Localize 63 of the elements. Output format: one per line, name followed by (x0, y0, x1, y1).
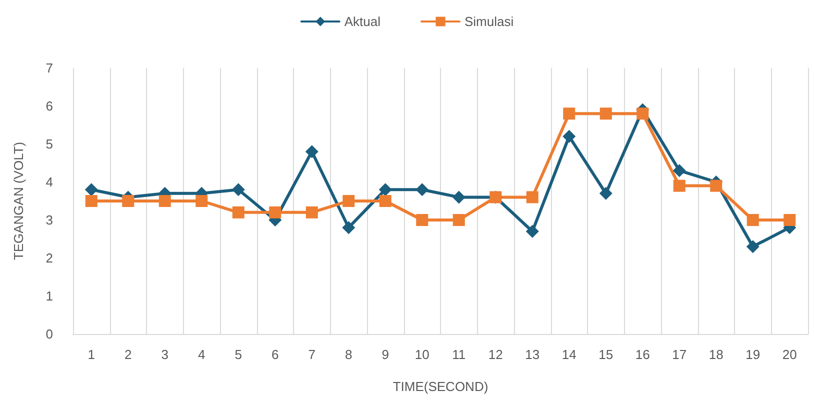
point (232, 183, 245, 196)
y-tick-label: 6 (46, 98, 53, 114)
point (563, 108, 576, 120)
point (672, 164, 686, 178)
point (84, 183, 98, 196)
point (562, 130, 576, 143)
y-tick-label: 2 (46, 250, 53, 266)
y-tick-label: 5 (46, 136, 53, 152)
y-axis-title: TEGANGAN (VOLT) (11, 142, 26, 260)
x-tick-label: 7 (308, 347, 316, 362)
x-tick-label: 5 (234, 347, 242, 362)
y-tick-label: 1 (46, 288, 53, 304)
point (122, 195, 134, 207)
point (378, 183, 392, 196)
point (526, 191, 538, 204)
point (452, 190, 466, 204)
x-tick-label: 12 (488, 347, 503, 362)
x-tick-label: 13 (525, 347, 540, 362)
x-tick-label: 15 (598, 347, 614, 362)
point (232, 206, 244, 218)
x-axis-title: TIME(SECOND) (392, 379, 488, 394)
x-tick-label: 6 (272, 347, 279, 362)
y-tick-label: 7 (46, 60, 53, 76)
x-tick-label: 3 (161, 347, 168, 362)
legend-label: Simulasi (464, 14, 514, 29)
point (379, 195, 392, 207)
y-tick-label: 0 (46, 326, 53, 342)
point (746, 240, 760, 254)
point (746, 214, 759, 226)
x-tick-label: 10 (414, 347, 430, 362)
y-tick-label: 4 (46, 174, 53, 190)
y-tick-label: 3 (46, 212, 53, 228)
point (305, 145, 318, 158)
point (342, 221, 356, 234)
point (196, 195, 208, 207)
legend-label: Aktual (344, 14, 381, 29)
point (710, 180, 722, 192)
point (600, 108, 612, 120)
x-tick-label: 19 (746, 347, 760, 362)
x-tick-label: 16 (635, 347, 650, 362)
x-tick-label: 8 (345, 347, 352, 362)
x-tick-label: 18 (708, 347, 724, 362)
x-tick-label: 2 (124, 347, 132, 362)
x-tick-label: 11 (452, 347, 466, 362)
point (269, 206, 282, 218)
point (452, 214, 465, 226)
point (636, 108, 649, 120)
point (416, 183, 429, 196)
point (416, 214, 428, 226)
point (158, 195, 171, 207)
x-tick-label: 4 (198, 347, 206, 362)
point (784, 214, 796, 226)
point (85, 195, 98, 207)
point (526, 224, 539, 238)
x-tick-label: 14 (562, 347, 576, 362)
point (673, 180, 686, 192)
point (306, 206, 318, 218)
point (342, 195, 355, 207)
x-tick-label: 1 (88, 347, 95, 362)
x-tick-label: 20 (782, 347, 797, 362)
x-tick-label: 17 (672, 347, 687, 362)
point (599, 186, 612, 200)
x-tick-label: 9 (382, 347, 389, 362)
